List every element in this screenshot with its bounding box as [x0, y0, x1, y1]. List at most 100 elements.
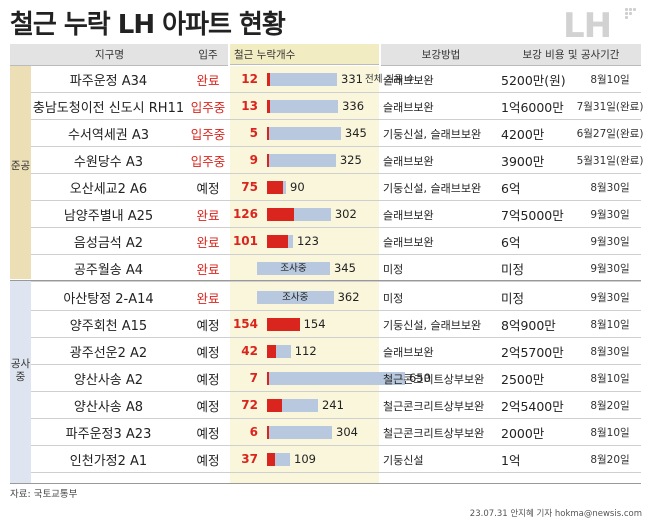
total-bar: [269, 73, 337, 86]
missing-count-label: 7: [249, 371, 258, 385]
missing-bar: [267, 372, 269, 385]
occupancy-status: 완료: [196, 208, 220, 223]
construction-period: 9월30일: [590, 236, 630, 248]
missing-bar: [267, 235, 289, 248]
construction-period: 6월27일(완료): [576, 128, 644, 140]
row-divider: [31, 281, 641, 282]
total-bar: [269, 127, 341, 140]
missing-bar: [267, 345, 276, 358]
group-completed-band: [10, 66, 31, 279]
construction-period: 9월30일: [590, 209, 630, 221]
occupancy-status: 예정: [196, 181, 220, 196]
reinforcement-cost: 미정: [501, 291, 525, 306]
row-divider: [31, 418, 641, 419]
construction-period: 8월30일: [590, 346, 630, 358]
table-row: 파주운정3 A23 예정 6 304 철근콘크리트상부보완 2000만 8월10일: [31, 419, 641, 446]
row-divider: [31, 200, 641, 201]
table-row: 인천가정2 A1 예정 37 109 기둥신설 1억 8월20일: [31, 446, 641, 473]
missing-count-label: 9: [249, 153, 258, 167]
group-separator: [10, 280, 641, 281]
missing-unknown-bar: 조사중: [257, 291, 334, 304]
table-row: 수원당수 A3 입주중 9 325 슬래브보완 3900만 5월31일(완료): [31, 147, 644, 174]
occupancy-status: 예정: [196, 453, 220, 468]
total-column-annotation: 전체 기둥 수: [365, 74, 415, 85]
district-name: 아산탕정 2-A14: [63, 292, 154, 307]
total-column-label: 90: [290, 180, 305, 194]
construction-period: 8월20일: [590, 400, 630, 412]
missing-count-label: 101: [232, 234, 258, 248]
missing-bar: [267, 100, 270, 113]
missing-bar: [267, 154, 269, 167]
occupancy-status: 입주중: [190, 127, 226, 142]
reinforcement-cost: 1억6000만: [501, 100, 564, 115]
group-label-construction: 공사 중: [10, 358, 31, 383]
reinforcement-cost: 6억: [501, 181, 521, 196]
missing-count-label: 37: [241, 452, 258, 466]
district-name: 충남도청이전 신도시 RH11: [32, 101, 185, 116]
reinforcement-method: 슬래브보완: [383, 73, 434, 87]
table-row: 아산탕정 2-A14 완료 조사중 362 미정 미정 9월30일: [31, 284, 641, 311]
occupancy-status: 완료: [196, 73, 220, 88]
missing-bar: [267, 318, 300, 331]
group-construction-band: [10, 281, 31, 483]
reinforcement-cost: 2억5400만: [501, 399, 564, 414]
row-divider: [31, 472, 641, 473]
occupancy-status: 예정: [196, 318, 220, 333]
total-bar: [269, 154, 336, 167]
total-column-label: 345: [333, 261, 356, 275]
district-name: 남양주별내 A25: [63, 209, 154, 224]
total-bar: [269, 372, 405, 385]
reinforcement-method: 철근콘크리트상부보완: [383, 399, 485, 413]
total-column-label: 112: [294, 344, 317, 358]
row-divider: [31, 119, 641, 120]
reinforcement-method: 슬래브보완: [383, 100, 434, 114]
reinforcement-method: 슬래브보완: [383, 345, 434, 359]
occupancy-status: 완료: [196, 235, 220, 250]
district-name: 파주운정3 A23: [65, 427, 152, 442]
reinforcement-method: 기둥신설: [383, 453, 424, 467]
construction-period: 8월10일: [590, 319, 630, 331]
table-row: 양산사송 A8 예정 72 241 철근콘크리트상부보완 2억5400만 8월20일: [31, 392, 641, 419]
missing-count-label: 126: [232, 207, 258, 221]
row-divider: [31, 173, 641, 174]
district-name: 수서역세권 A3: [67, 128, 150, 143]
total-column-label: 325: [339, 153, 362, 167]
page-title: 철근 누락 LH 아파트 현황: [10, 10, 286, 40]
total-bar: [269, 100, 339, 113]
reinforcement-cost: 3900만: [501, 154, 545, 169]
total-column-label: 650: [408, 371, 431, 385]
reinforcement-cost: 8억900만: [501, 318, 556, 333]
total-column-label: 304: [336, 425, 358, 439]
total-column-label: 154: [303, 317, 326, 331]
total-column-label: 336: [342, 99, 365, 113]
missing-count-label: 75: [241, 180, 258, 194]
reinforcement-cost: 1억: [501, 453, 521, 468]
total-column-label: 345: [344, 126, 367, 140]
missing-count-label: 6: [249, 425, 258, 439]
occupancy-status: 입주중: [190, 100, 226, 115]
total-column-label: 331: [341, 72, 363, 86]
missing-count-label: 12: [241, 72, 258, 86]
construction-period: 5월31일(완료): [576, 155, 644, 167]
reinforcement-cost: 2500만: [501, 372, 545, 387]
total-column-label: 123: [297, 234, 319, 248]
table-row: 오산세교2 A6 예정 75 90 기둥신설, 슬래브보완 6억 8월30일: [31, 174, 641, 201]
table-row: 파주운정 A34 완료 12 331 전체 기둥 수 슬래브보완 5200만(원) 8월10일: [31, 66, 641, 93]
total-bar: [293, 208, 331, 221]
reinforcement-cost: 5200만(원): [501, 73, 566, 88]
missing-bar: [267, 127, 269, 140]
row-divider: [31, 92, 641, 93]
logo-text: LH: [563, 6, 612, 46]
district-name: 양주회천 A15: [69, 319, 148, 334]
reinforcement-method: 미정: [383, 291, 404, 305]
total-column-label: 109: [294, 452, 316, 466]
table-row: 남양주별내 A25 완료 126 302 슬래브보완 7억5000만 9월30일: [31, 201, 641, 228]
group-label-completed: 준공: [10, 160, 31, 172]
district-name: 인천가정2 A1: [69, 454, 148, 469]
reinforcement-method: 철근콘크리트상부보완: [383, 426, 485, 440]
reinforcement-method: 미정: [383, 262, 404, 276]
occupancy-status: 완료: [196, 262, 220, 277]
row-divider: [31, 310, 641, 311]
occupancy-status: 예정: [196, 345, 220, 360]
header-occupancy: 입주: [188, 44, 228, 66]
